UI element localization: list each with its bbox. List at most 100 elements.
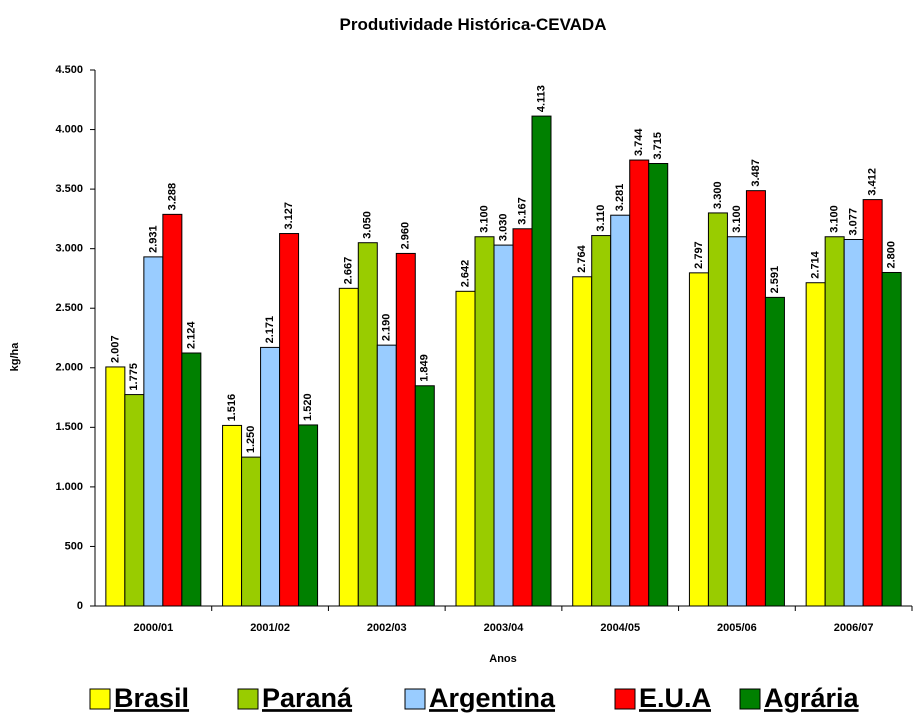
value-label: 2.800 bbox=[886, 241, 898, 269]
value-label: 3.127 bbox=[283, 202, 295, 230]
y-tick-label: 500 bbox=[65, 540, 83, 552]
legend-label: E.U.A bbox=[639, 683, 711, 713]
x-axis-label: Anos bbox=[489, 653, 517, 665]
x-tick-label: 2005/06 bbox=[717, 622, 757, 634]
bar bbox=[512, 228, 533, 607]
value-label: 3.030 bbox=[497, 214, 509, 242]
legend-swatch bbox=[404, 688, 426, 710]
bar bbox=[726, 236, 747, 607]
bar bbox=[862, 199, 883, 607]
value-label: 3.487 bbox=[750, 159, 762, 187]
legend-swatch bbox=[614, 688, 636, 710]
legend-swatch bbox=[739, 688, 761, 710]
bar bbox=[260, 346, 281, 607]
value-label: 2.667 bbox=[343, 257, 355, 285]
value-label: 2.797 bbox=[693, 241, 705, 269]
value-label: 2.124 bbox=[185, 321, 197, 349]
value-label: 1.520 bbox=[302, 393, 314, 421]
bar bbox=[414, 385, 435, 607]
value-label: 2.714 bbox=[810, 250, 822, 278]
bar bbox=[610, 214, 631, 607]
bar bbox=[455, 290, 476, 607]
bar bbox=[745, 190, 766, 607]
value-label: 2.764 bbox=[576, 244, 588, 272]
bar bbox=[279, 233, 300, 607]
value-label: 1.250 bbox=[245, 426, 257, 454]
bar bbox=[241, 456, 262, 607]
bar bbox=[843, 238, 864, 607]
value-label: 3.412 bbox=[867, 168, 879, 196]
bar bbox=[531, 115, 552, 607]
value-label: 2.171 bbox=[264, 316, 276, 344]
bar bbox=[591, 235, 612, 607]
value-label: 1.516 bbox=[226, 394, 238, 422]
bar bbox=[222, 424, 243, 607]
value-label: 3.300 bbox=[712, 181, 724, 209]
bar bbox=[338, 287, 359, 607]
value-label: 2.190 bbox=[381, 314, 393, 342]
value-label: 1.849 bbox=[419, 354, 431, 382]
value-label: 3.100 bbox=[478, 205, 490, 233]
y-tick-label: 3.000 bbox=[55, 243, 83, 255]
value-label: 3.100 bbox=[829, 205, 841, 233]
bar bbox=[805, 282, 826, 607]
legend-label: Paraná bbox=[262, 683, 353, 713]
value-label: 3.077 bbox=[848, 208, 860, 236]
value-label: 4.113 bbox=[535, 85, 547, 112]
x-tick-label: 2003/04 bbox=[484, 622, 525, 634]
chart-title: Produtividade Histórica-CEVADA bbox=[339, 15, 606, 34]
y-tick-label: 2.000 bbox=[55, 362, 83, 374]
value-label: 3.744 bbox=[633, 128, 645, 156]
value-label: 3.167 bbox=[516, 197, 528, 225]
y-tick-label: 1.000 bbox=[55, 481, 83, 493]
bar bbox=[395, 252, 416, 607]
value-label: 2.960 bbox=[400, 222, 412, 250]
bar bbox=[357, 242, 378, 607]
bar bbox=[376, 344, 397, 607]
value-label: 2.931 bbox=[147, 225, 159, 253]
y-tick-label: 4.500 bbox=[55, 64, 83, 76]
value-label: 2.591 bbox=[769, 266, 781, 294]
value-label: 2.642 bbox=[459, 260, 471, 288]
value-label: 1.775 bbox=[128, 363, 140, 391]
bar bbox=[298, 424, 319, 607]
legend-swatch bbox=[237, 688, 259, 710]
bar bbox=[824, 236, 845, 607]
bar bbox=[105, 366, 126, 607]
x-tick-label: 2006/07 bbox=[834, 622, 874, 634]
bar bbox=[572, 276, 593, 607]
bar bbox=[764, 296, 785, 607]
legend-label: Agrária bbox=[764, 683, 860, 713]
x-tick-label: 2001/02 bbox=[250, 622, 290, 634]
bar bbox=[493, 244, 514, 607]
y-tick-label: 2.500 bbox=[55, 302, 83, 314]
x-tick-label: 2002/03 bbox=[367, 622, 407, 634]
legend-swatch bbox=[89, 688, 111, 710]
value-label: 3.050 bbox=[362, 211, 374, 239]
value-label: 2.007 bbox=[109, 335, 121, 363]
y-tick-label: 1.500 bbox=[55, 421, 83, 433]
value-label: 3.281 bbox=[614, 184, 626, 212]
bar bbox=[648, 163, 669, 607]
y-tick-label: 0 bbox=[77, 600, 83, 612]
x-tick-label: 2004/05 bbox=[600, 622, 640, 634]
bar bbox=[124, 394, 145, 607]
value-label: 3.100 bbox=[731, 205, 743, 233]
y-axis-label: kg/ha bbox=[9, 342, 21, 372]
bar bbox=[474, 236, 495, 607]
y-tick-label: 4.000 bbox=[55, 123, 83, 135]
legend-label: Brasil bbox=[114, 683, 189, 713]
value-label: 3.288 bbox=[166, 183, 178, 211]
bar bbox=[688, 272, 709, 607]
bar bbox=[181, 352, 202, 607]
x-tick-label: 2000/01 bbox=[133, 622, 173, 634]
bar bbox=[881, 271, 902, 607]
bar bbox=[143, 256, 164, 607]
value-label: 3.110 bbox=[595, 205, 607, 232]
bar bbox=[629, 159, 650, 607]
bar bbox=[162, 213, 183, 607]
value-label: 3.715 bbox=[652, 132, 664, 160]
legend-label: Argentina bbox=[429, 683, 556, 713]
bar bbox=[707, 212, 728, 607]
